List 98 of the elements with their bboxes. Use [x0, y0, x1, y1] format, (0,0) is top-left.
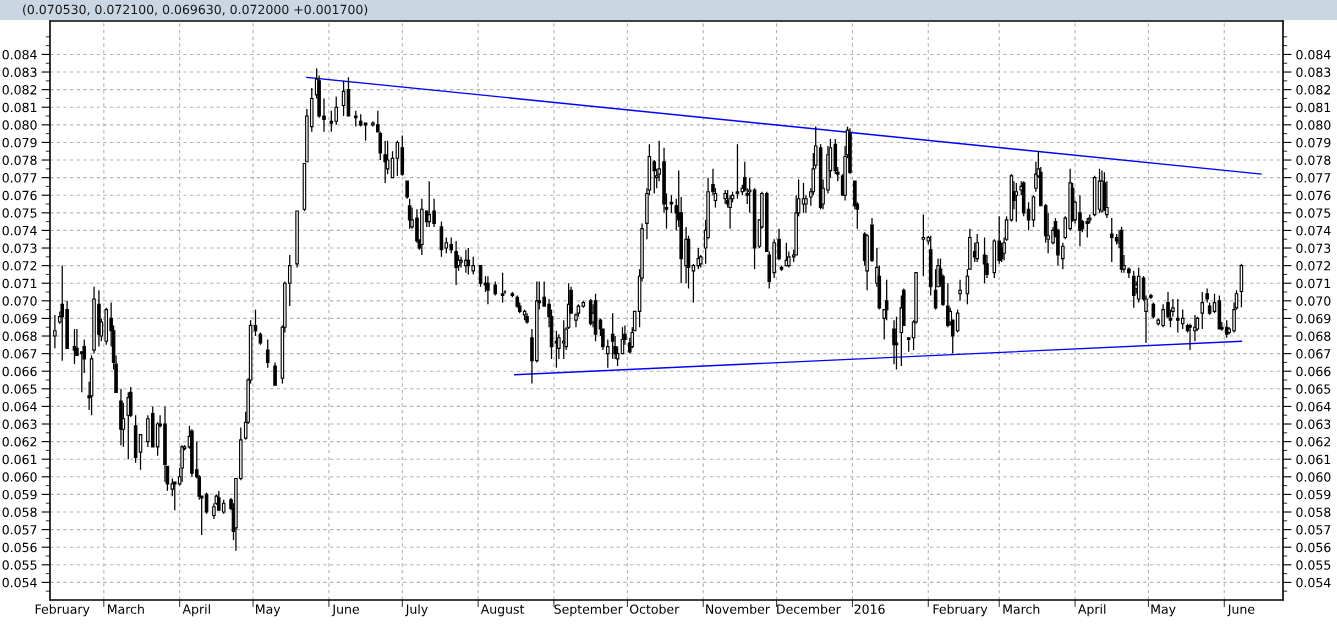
candlestick — [958, 279, 962, 302]
y-tick-label: 0.073 — [2, 243, 37, 253]
y2-tick-label: 0.063 — [1296, 419, 1331, 429]
x-tick-label: April — [1077, 604, 1106, 617]
y-tick-label: 0.072 — [2, 261, 37, 271]
candlestick — [652, 159, 657, 195]
y-tick-label: 0.084 — [2, 49, 37, 60]
y-tick-label: 0.081 — [2, 102, 37, 113]
y-tick-label: 0.059 — [2, 489, 37, 500]
x-tick-label: February — [35, 604, 90, 617]
y2-tick-label: 0.083 — [1296, 67, 1331, 77]
chart-title: (0.070530, 0.072100, 0.069630, 0.072000 +0.001700) — [23, 4, 368, 16]
y-tick-label: 0.079 — [2, 137, 37, 148]
y2-tick-label: 0.065 — [1296, 384, 1331, 394]
y2-tick-label: 0.064 — [1296, 401, 1331, 412]
y2-tick-label: 0.061 — [1296, 454, 1331, 465]
x-tick-label: August — [480, 604, 525, 617]
candlestick — [894, 316, 899, 371]
y2-tick-label: 0.081 — [1296, 102, 1331, 113]
candlestick — [459, 256, 463, 269]
y-tick-label: 0.074 — [2, 225, 37, 236]
y2-tick-label: 0.072 — [1296, 261, 1331, 271]
y2-tick-label: 0.078 — [1296, 155, 1331, 165]
y2-tick-label: 0.059 — [1296, 489, 1331, 500]
y2-tick-label: 0.080 — [1296, 120, 1331, 130]
y-tick-label: 0.068 — [2, 331, 37, 341]
x-tick-label: March — [1003, 604, 1040, 614]
y2-tick-label: 0.074 — [1296, 225, 1331, 236]
y-tick-label: 0.056 — [2, 542, 37, 553]
y-tick-label: 0.076 — [2, 190, 37, 201]
y-tick-label: 0.057 — [2, 525, 37, 535]
x-tick-label: May — [1151, 604, 1176, 617]
y2-tick-label: 0.062 — [1296, 437, 1331, 447]
y2-tick-label: 0.068 — [1296, 331, 1331, 341]
x-tick-label: March — [108, 604, 144, 614]
y2-tick-label: 0.058 — [1296, 507, 1331, 517]
candlestick — [921, 213, 926, 277]
candlestick — [735, 143, 740, 200]
y2-tick-label: 0.084 — [1296, 49, 1331, 60]
x-tick-label: June — [331, 604, 359, 617]
x-tick-label: May — [256, 604, 281, 617]
y-tick-label: 0.080 — [2, 120, 37, 130]
y2-tick-label: 0.060 — [1296, 472, 1331, 482]
candlestick — [982, 236, 987, 284]
y-tick-label: 0.070 — [2, 296, 37, 306]
x-tick-label: October — [629, 604, 680, 614]
y-tick-label: 0.082 — [2, 85, 37, 95]
y-tick-label: 0.058 — [2, 507, 37, 517]
y-tick-label: 0.067 — [2, 349, 37, 359]
x-tick-label: December — [777, 604, 841, 614]
y2-tick-label: 0.067 — [1296, 349, 1331, 359]
x-tick-label: 2016 — [854, 604, 885, 614]
candlestick — [273, 361, 277, 386]
y-tick-label: 0.064 — [2, 401, 37, 412]
y2-tick-label: 0.056 — [1296, 542, 1331, 553]
y-tick-label: 0.077 — [2, 173, 37, 183]
y-tick-label: 0.062 — [2, 437, 37, 447]
x-tick-label: June — [1227, 604, 1255, 617]
y-tick-label: 0.078 — [2, 155, 37, 165]
y-tick-label: 0.060 — [2, 472, 37, 482]
y2-tick-label: 0.066 — [1296, 366, 1331, 377]
candlestick — [265, 338, 270, 369]
y2-tick-label: 0.082 — [1296, 85, 1331, 95]
candlestick — [610, 312, 615, 360]
y2-tick-label: 0.054 — [1296, 577, 1331, 588]
candlestick — [53, 314, 57, 349]
y2-tick-label: 0.073 — [1296, 243, 1331, 253]
y2-tick-label: 0.055 — [1296, 560, 1331, 570]
candlestick — [892, 319, 896, 365]
y-tick-label: 0.063 — [2, 419, 37, 429]
y-tick-label: 0.075 — [2, 208, 37, 218]
y-tick-label: 0.066 — [2, 366, 37, 377]
y-tick-label: 0.071 — [2, 278, 37, 289]
y2-tick-label: 0.057 — [1296, 525, 1331, 535]
y2-tick-label: 0.069 — [1296, 313, 1331, 324]
y-tick-label: 0.061 — [2, 454, 37, 465]
candlestick — [1180, 308, 1185, 330]
y-tick-label: 0.054 — [2, 577, 37, 588]
y2-tick-label: 0.070 — [1296, 296, 1331, 306]
x-tick-label: July — [405, 604, 428, 617]
y-tick-label: 0.055 — [2, 560, 37, 570]
y2-tick-label: 0.079 — [1296, 137, 1331, 148]
x-tick-label: April — [182, 604, 210, 617]
y-tick-label: 0.065 — [2, 384, 37, 394]
y2-tick-label: 0.075 — [1296, 208, 1331, 218]
candlestick — [383, 140, 387, 184]
y-tick-label: 0.083 — [2, 67, 37, 77]
x-tick-label: November — [706, 604, 770, 614]
y2-tick-label: 0.071 — [1296, 278, 1331, 289]
x-tick-label: February — [933, 604, 988, 617]
x-tick-label: September — [554, 604, 623, 617]
y2-tick-label: 0.077 — [1296, 173, 1331, 183]
candlestick — [329, 110, 334, 133]
y-tick-label: 0.069 — [2, 313, 37, 324]
candlestick — [1085, 217, 1090, 239]
candlestick — [975, 233, 979, 263]
y2-tick-label: 0.076 — [1296, 190, 1331, 201]
candlestick — [1200, 291, 1205, 330]
